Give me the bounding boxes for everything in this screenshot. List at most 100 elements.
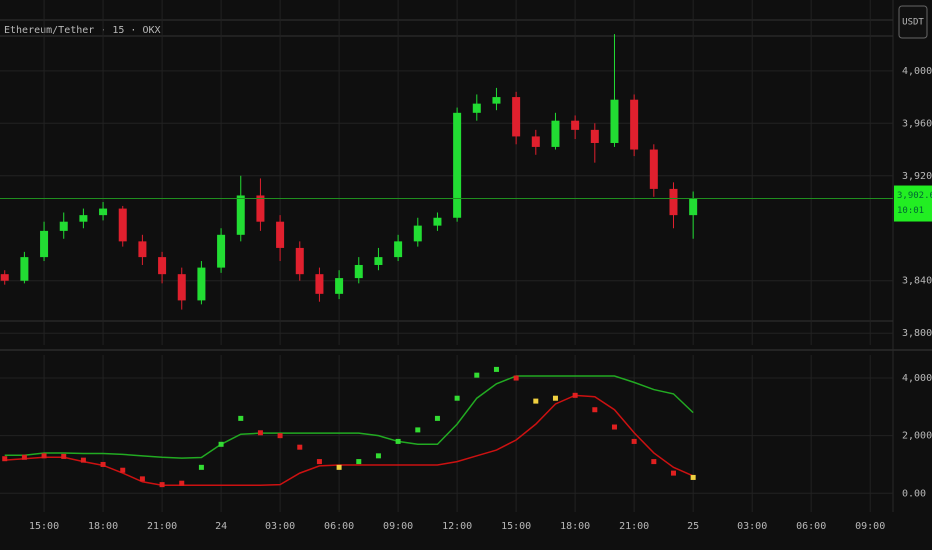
candle-body: [531, 136, 540, 147]
candle-body: [669, 188, 678, 216]
candle-body: [472, 103, 481, 113]
y-tick-label: 2,000.00: [902, 431, 932, 442]
candle-body: [689, 198, 698, 216]
candle-body: [59, 221, 68, 231]
candle-body: [630, 99, 639, 150]
candle-body: [256, 195, 265, 222]
indicator-dot: [454, 395, 460, 401]
y-tick-label: 4,000.00: [902, 373, 932, 384]
x-tick-label: 06:00: [796, 521, 826, 532]
indicator-dot: [670, 470, 676, 476]
indicator-dot: [80, 457, 86, 463]
last-price-label: 3,902.66: [897, 191, 932, 201]
candle-body: [512, 97, 521, 137]
candle-body: [177, 274, 186, 301]
candle-body: [295, 247, 304, 275]
indicator-dot: [277, 433, 283, 439]
chart-title: Ethereum/Tether · 15 · OKX: [4, 25, 161, 36]
x-tick-label: 18:00: [560, 521, 590, 532]
y-tick-label: 3,800.00: [902, 328, 932, 339]
indicator-dot: [493, 366, 499, 372]
indicator-dot: [139, 476, 145, 482]
indicator-dot: [238, 415, 244, 421]
x-tick-label: 06:00: [324, 521, 354, 532]
candle-body: [158, 257, 167, 275]
indicator-line: [4, 375, 694, 459]
currency-button[interactable]: [898, 5, 928, 39]
indicator-dot: [375, 453, 381, 459]
candle-body: [315, 274, 324, 294]
y-tick-label: 3,840.00: [902, 276, 932, 287]
indicator-dot: [198, 464, 204, 470]
indicator-dot: [533, 398, 539, 404]
candle-body: [217, 234, 226, 268]
indicator-dot: [631, 438, 637, 444]
indicator-dot: [474, 372, 480, 378]
indicator-dot: [218, 441, 224, 447]
candle-body: [394, 241, 403, 258]
indicator-dot: [395, 438, 401, 444]
indicator-dot: [120, 467, 126, 473]
indicator-dot: [297, 444, 303, 450]
x-tick-label: 12:00: [442, 521, 472, 532]
candle-body: [433, 217, 442, 226]
indicator-dot: [356, 459, 362, 465]
indicator-dot: [2, 456, 8, 462]
x-tick-label: 09:00: [383, 521, 413, 532]
candle-body: [374, 257, 383, 265]
indicator-dot: [434, 415, 440, 421]
x-tick-label: 25: [687, 521, 699, 532]
indicator-dot: [336, 464, 342, 470]
indicator-dot: [41, 453, 47, 459]
candle-body: [335, 278, 344, 294]
x-tick-label: 09:00: [855, 521, 885, 532]
indicator-dot: [690, 474, 696, 480]
y-tick-label: 3,920.00: [902, 171, 932, 182]
indicator-dot: [415, 427, 421, 433]
x-tick-label: 21:00: [147, 521, 177, 532]
x-tick-label: 15:00: [29, 521, 59, 532]
indicator-line: [4, 394, 694, 486]
indicator-dot: [257, 430, 263, 436]
indicator-dot: [316, 459, 322, 465]
candle-body: [40, 230, 49, 258]
indicator-dot: [611, 424, 617, 430]
indicator-dot: [159, 482, 165, 488]
candle-body: [610, 99, 619, 143]
candle-body: [649, 149, 658, 189]
x-tick-label: 03:00: [737, 521, 767, 532]
candle-body: [492, 97, 501, 104]
indicator-dot: [651, 459, 657, 465]
indicator-dot: [179, 480, 185, 486]
x-tick-label: 18:00: [88, 521, 118, 532]
countdown: 10:01: [897, 206, 924, 216]
indicator-dot: [592, 407, 598, 413]
y-tick-label: 3,960.00: [902, 118, 932, 129]
candle-body: [138, 241, 147, 258]
candle-body: [413, 225, 422, 242]
x-tick-label: 24: [215, 521, 227, 532]
candle-body: [590, 129, 599, 143]
indicator-dot: [100, 461, 106, 467]
indicator-dot: [552, 395, 558, 401]
x-tick-label: 21:00: [619, 521, 649, 532]
indicator-dot: [513, 375, 519, 381]
candle-body: [79, 215, 88, 222]
candle-body: [551, 120, 560, 147]
candle-body: [453, 112, 462, 218]
candle-body: [354, 264, 363, 279]
candle-body: [0, 274, 9, 281]
x-tick-label: 03:00: [265, 521, 295, 532]
y-tick-label: 0.00: [902, 488, 926, 499]
candle-body: [99, 208, 108, 216]
x-tick-label: 15:00: [501, 521, 531, 532]
candle-body: [118, 208, 127, 242]
last-price-box: [894, 185, 932, 222]
candle-body: [571, 120, 580, 130]
candle-body: [20, 257, 29, 281]
candle-body: [236, 195, 245, 235]
currency-button-label[interactable]: USDT: [902, 18, 924, 28]
indicator-dot: [572, 392, 578, 398]
